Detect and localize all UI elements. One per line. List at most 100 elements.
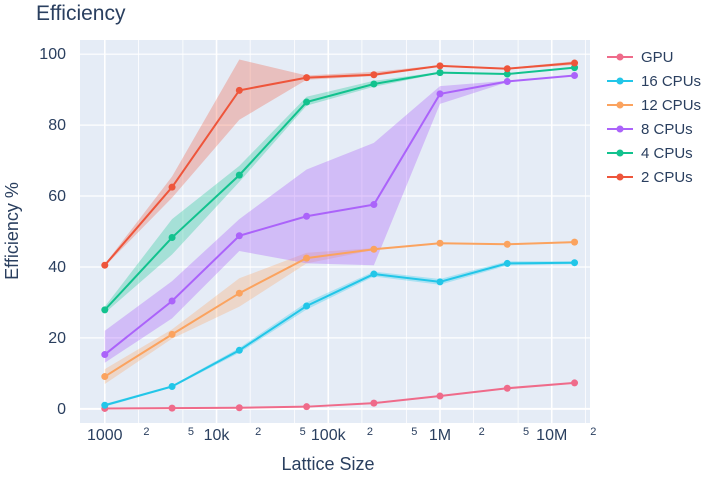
point-2-cpus	[235, 86, 243, 94]
line-12-cpus	[104, 241, 575, 378]
point-gpu	[571, 379, 579, 387]
legend-item-12-cpus[interactable]: 12 CPUs	[607, 97, 701, 114]
line-8-cpus	[104, 74, 575, 356]
series-lines	[104, 62, 575, 410]
line-gpu	[104, 381, 575, 410]
band-8-cpus	[104, 74, 575, 363]
point-4-cpus	[303, 98, 311, 106]
band-12-cpus	[104, 241, 575, 384]
x-tick-label: 5	[300, 426, 306, 438]
legend-item-2-cpus[interactable]: 2 CPUs	[607, 169, 693, 186]
point-2-cpus	[303, 74, 311, 82]
legend-label: 8 CPUs	[641, 121, 693, 138]
point-2-cpus	[571, 59, 579, 67]
point-8-cpus	[436, 90, 444, 98]
y-tick-label: 100	[39, 46, 66, 63]
x-tick-label: 5	[411, 426, 417, 438]
point-12-cpus	[436, 239, 444, 247]
legend-item-gpu[interactable]: GPU	[607, 49, 674, 66]
point-8-cpus	[235, 232, 243, 240]
legend-swatch-marker	[616, 125, 624, 133]
point-4-cpus	[370, 80, 378, 88]
point-4-cpus	[101, 306, 109, 314]
point-2-cpus	[168, 183, 176, 191]
point-12-cpus	[303, 254, 311, 262]
series-markers	[101, 59, 579, 412]
y-axis-title: Efficiency %	[2, 182, 22, 280]
legend-label: 16 CPUs	[641, 73, 701, 90]
x-tick-label: 2	[479, 426, 485, 438]
legend-swatch-marker	[616, 173, 624, 181]
point-gpu	[235, 404, 243, 412]
point-8-cpus	[503, 77, 511, 85]
point-12-cpus	[235, 289, 243, 297]
legend-label: GPU	[641, 49, 674, 66]
x-tick-label: 100k	[311, 427, 347, 444]
x-tick-label: 2	[590, 426, 596, 438]
grid-lines	[80, 40, 590, 423]
point-12-cpus	[101, 373, 109, 381]
point-gpu	[436, 392, 444, 400]
point-gpu	[168, 404, 176, 412]
point-12-cpus	[503, 240, 511, 248]
point-2-cpus	[503, 65, 511, 73]
point-8-cpus	[571, 71, 579, 79]
point-12-cpus	[168, 330, 176, 338]
point-2-cpus	[436, 62, 444, 70]
legend-item-16-cpus[interactable]: 16 CPUs	[607, 73, 701, 90]
line-2-cpus	[104, 62, 575, 266]
point-gpu	[303, 403, 311, 411]
x-tick-label: 10k	[204, 427, 231, 444]
y-tick-label: 40	[48, 259, 66, 276]
point-4-cpus	[168, 234, 176, 242]
point-8-cpus	[370, 201, 378, 209]
plot-area	[80, 40, 590, 423]
point-4-cpus	[235, 171, 243, 179]
point-8-cpus	[168, 297, 176, 305]
x-tick-label: 1000	[87, 427, 123, 444]
point-4-cpus	[503, 70, 511, 78]
x-axis-ticks: 1000 2 5 10k 2 5 100k 2 5 1M 2 5 10M 2	[87, 426, 596, 444]
y-axis-ticks: 0 20 40 60 80 100	[39, 46, 66, 418]
legend-swatch-marker	[616, 149, 624, 157]
line-4-cpus	[104, 66, 575, 311]
point-16-cpus	[370, 270, 378, 278]
legend-swatch-marker	[616, 53, 624, 61]
legend-label: 2 CPUs	[641, 169, 693, 186]
point-16-cpus	[235, 346, 243, 354]
x-axis-title: Lattice Size	[281, 454, 374, 474]
point-16-cpus	[571, 259, 579, 267]
legend-label: 12 CPUs	[641, 97, 701, 114]
legend-item-4-cpus[interactable]: 4 CPUs	[607, 145, 693, 162]
line-16-cpus	[104, 261, 575, 407]
point-12-cpus	[571, 238, 579, 246]
legend-label: 4 CPUs	[641, 145, 693, 162]
chart-title: Efficiency	[36, 2, 126, 25]
legend-swatch-marker	[616, 101, 624, 109]
y-tick-label: 20	[48, 330, 66, 347]
point-gpu	[503, 384, 511, 392]
band-2-cpus	[104, 59, 575, 267]
point-16-cpus	[436, 278, 444, 286]
legend[interactable]: GPU 16 CPUs 12 CPUs 8 CPUs 4 CPUs 2 CPUs	[607, 49, 701, 186]
x-tick-label: 5	[523, 426, 529, 438]
point-16-cpus	[101, 401, 109, 409]
x-tick-label: 2	[143, 426, 149, 438]
legend-swatch-marker	[616, 77, 624, 85]
point-16-cpus	[168, 382, 176, 390]
point-4-cpus	[436, 69, 444, 77]
point-16-cpus	[503, 259, 511, 267]
point-12-cpus	[370, 245, 378, 253]
x-tick-label: 2	[255, 426, 261, 438]
x-tick-label: 2	[367, 426, 373, 438]
legend-item-8-cpus[interactable]: 8 CPUs	[607, 121, 693, 138]
point-2-cpus	[370, 71, 378, 79]
point-8-cpus	[303, 212, 311, 220]
point-16-cpus	[303, 302, 311, 310]
y-tick-label: 80	[48, 117, 66, 134]
y-tick-label: 0	[57, 401, 66, 418]
point-2-cpus	[101, 261, 109, 269]
x-tick-label: 1M	[429, 427, 451, 444]
x-tick-label: 10M	[536, 427, 567, 444]
